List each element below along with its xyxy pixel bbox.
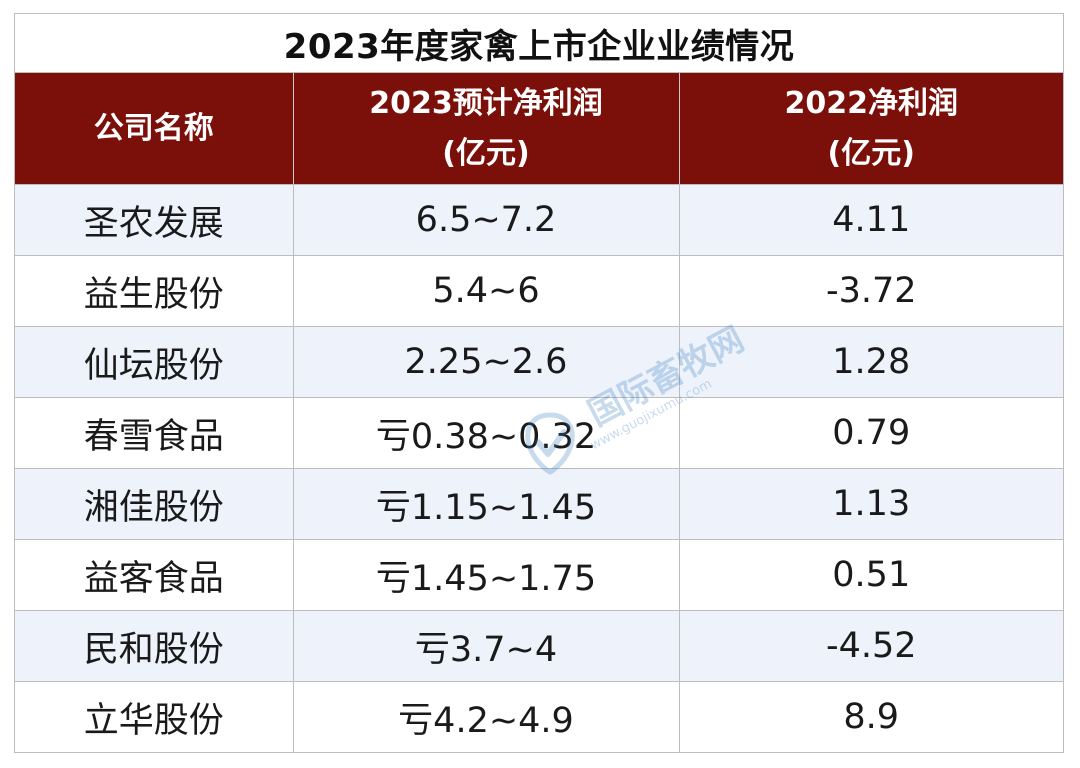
performance-table: 公司名称 2023预计净利润 (亿元) 2022净利润 (亿元) 圣农发展 6.5… xyxy=(15,73,1063,752)
header-2023-unit: (亿元) xyxy=(442,135,530,171)
table-header-row: 公司名称 2023预计净利润 (亿元) 2022净利润 (亿元) xyxy=(15,73,1063,185)
estimated-profit-2023-cell: 亏0.38~0.32 xyxy=(293,397,680,469)
table-row: 益生股份 5.4~6 -3.72 xyxy=(15,255,1063,327)
company-name-cell: 民和股份 xyxy=(15,610,294,682)
header-2023-estimated-profit: 2023预计净利润 (亿元) xyxy=(293,73,680,185)
profit-2022-cell: 1.13 xyxy=(679,468,1063,540)
profit-2022-cell: -4.52 xyxy=(679,610,1063,682)
table-row: 仙坛股份 2.25~2.6 1.28 xyxy=(15,326,1063,398)
company-name-cell: 立华股份 xyxy=(15,681,294,752)
table-body: 圣农发展 6.5~7.2 4.11 益生股份 5.4~6 -3.72 仙坛股份 2.25~2.… xyxy=(15,184,1063,752)
estimated-profit-2023-cell: 亏3.7~4 xyxy=(293,610,680,682)
estimated-profit-2023-cell: 亏1.15~1.45 xyxy=(293,468,680,540)
table-row: 益客食品 亏1.45~1.75 0.51 xyxy=(15,539,1063,611)
header-2023-label: 2023预计净利润 xyxy=(369,85,603,121)
estimated-profit-2023-cell: 亏4.2~4.9 xyxy=(293,681,680,752)
profit-2022-cell: 8.9 xyxy=(679,681,1063,752)
company-name-cell: 春雪食品 xyxy=(15,397,294,469)
estimated-profit-2023-cell: 6.5~7.2 xyxy=(293,184,680,256)
profit-2022-cell: 1.28 xyxy=(679,326,1063,398)
company-name-cell: 益客食品 xyxy=(15,539,294,611)
header-company-name-label: 公司名称 xyxy=(93,110,214,146)
header-2022-label: 2022净利润 xyxy=(784,85,959,121)
company-name-cell: 仙坛股份 xyxy=(15,326,294,398)
estimated-profit-2023-cell: 亏1.45~1.75 xyxy=(293,539,680,611)
table-row: 立华股份 亏4.2~4.9 8.9 xyxy=(15,681,1063,752)
estimated-profit-2023-cell: 2.25~2.6 xyxy=(293,326,680,398)
profit-2022-cell: 0.51 xyxy=(679,539,1063,611)
table-row: 圣农发展 6.5~7.2 4.11 xyxy=(15,184,1063,256)
header-2022-profit: 2022净利润 (亿元) xyxy=(679,73,1063,185)
company-name-cell: 益生股份 xyxy=(15,255,294,327)
profit-2022-cell: -3.72 xyxy=(679,255,1063,327)
profit-2022-cell: 0.79 xyxy=(679,397,1063,469)
table-title: 2023年度家禽上市企业业绩情况 xyxy=(15,14,1063,73)
company-name-cell: 圣农发展 xyxy=(15,184,294,256)
performance-table-frame: 2023年度家禽上市企业业绩情况 公司名称 2023预计净利润 (亿元) 202… xyxy=(14,13,1064,753)
table-row: 春雪食品 亏0.38~0.32 0.79 xyxy=(15,397,1063,469)
header-2022-unit: (亿元) xyxy=(827,135,915,171)
table-row: 民和股份 亏3.7~4 -4.52 xyxy=(15,610,1063,682)
table-row: 湘佳股份 亏1.15~1.45 1.13 xyxy=(15,468,1063,540)
profit-2022-cell: 4.11 xyxy=(679,184,1063,256)
estimated-profit-2023-cell: 5.4~6 xyxy=(293,255,680,327)
company-name-cell: 湘佳股份 xyxy=(15,468,294,540)
header-company-name: 公司名称 xyxy=(15,73,294,185)
